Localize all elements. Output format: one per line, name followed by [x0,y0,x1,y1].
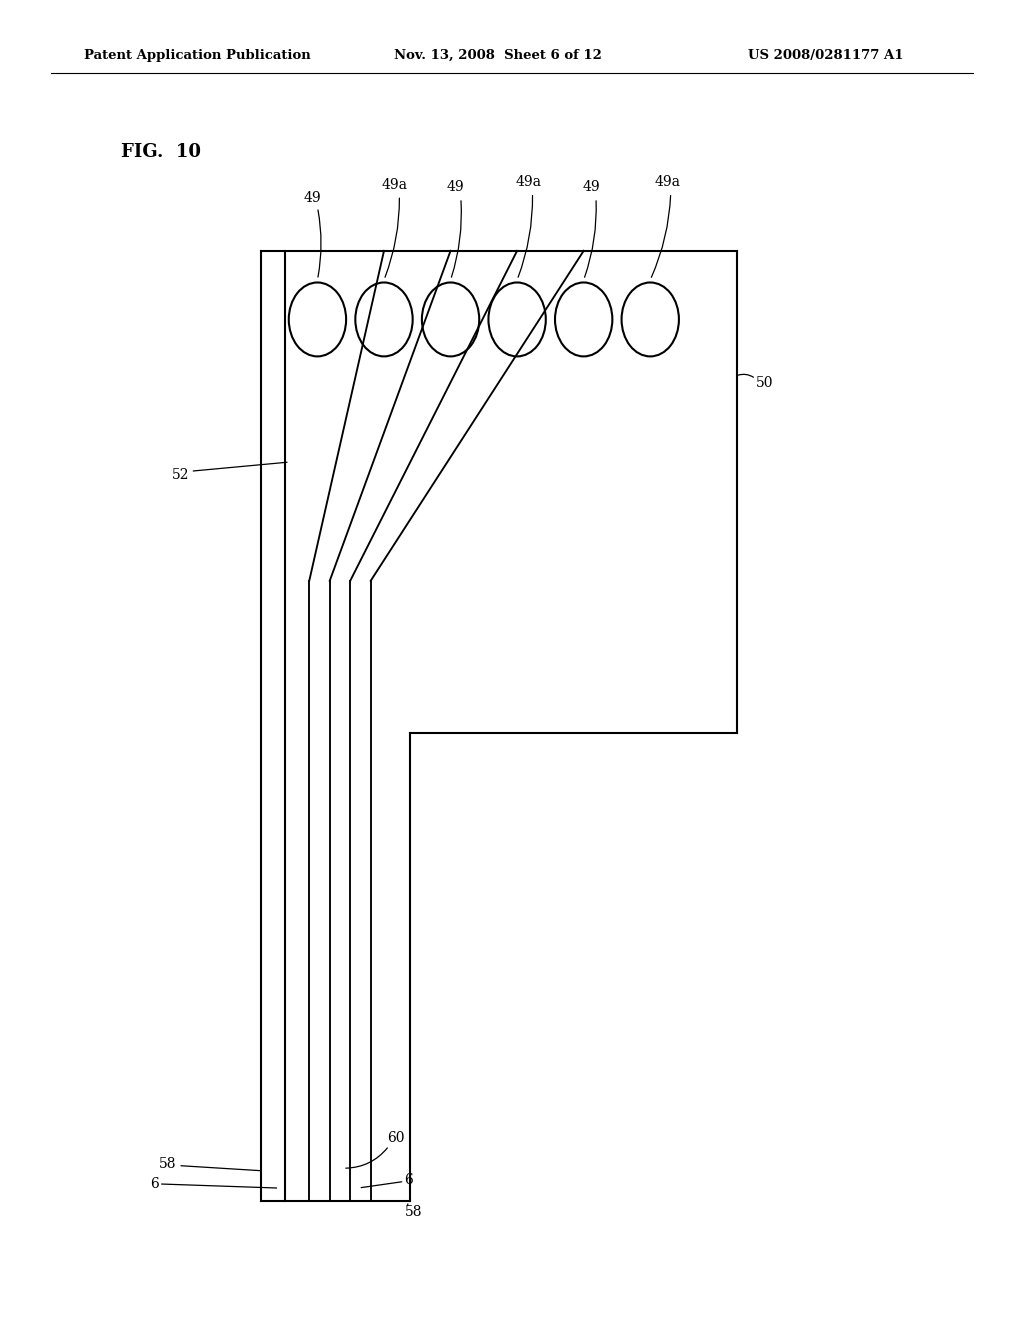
Text: 49a: 49a [515,176,542,189]
Text: 49: 49 [583,181,601,194]
Text: 60: 60 [387,1131,404,1144]
Text: 52: 52 [172,469,189,482]
Text: US 2008/0281177 A1: US 2008/0281177 A1 [748,49,903,62]
Text: 58: 58 [159,1158,176,1171]
Text: 49: 49 [303,191,322,205]
Text: 50: 50 [756,376,773,389]
Text: 49a: 49a [654,176,681,189]
Text: 49a: 49a [381,178,408,191]
Text: Nov. 13, 2008  Sheet 6 of 12: Nov. 13, 2008 Sheet 6 of 12 [394,49,602,62]
Text: 58: 58 [404,1205,422,1218]
Text: 6: 6 [150,1177,159,1191]
Text: 49: 49 [446,181,465,194]
Text: Patent Application Publication: Patent Application Publication [84,49,310,62]
Text: 6: 6 [404,1173,414,1187]
Text: FIG.  10: FIG. 10 [121,143,201,161]
